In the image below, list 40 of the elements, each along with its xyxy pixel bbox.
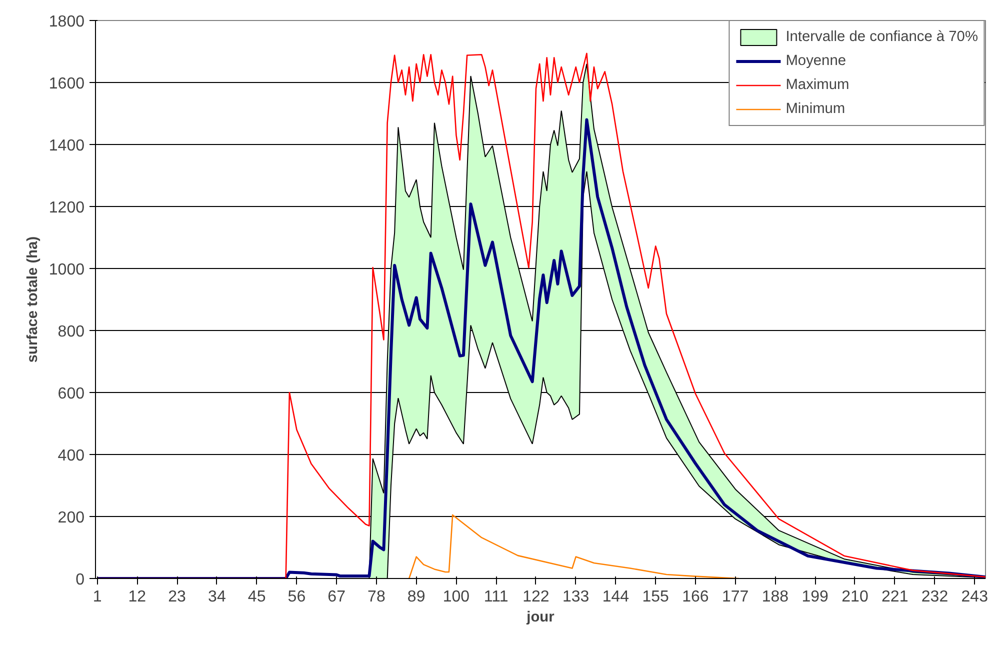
x-axis-title: jour [526,610,555,626]
y-tick-label: 200 [58,510,85,526]
x-tick-label: 12 [128,588,146,606]
y-tick-label: 600 [58,386,85,402]
legend-label: Maximum [786,77,850,93]
x-tick-label: 34 [208,588,226,606]
y-tick-label: 1400 [48,138,85,154]
x-tick-label: 56 [288,588,306,606]
x-tick-label: 1 [92,588,102,606]
x-tick-label: 166 [682,588,709,606]
x-tick-label: 100 [442,588,470,606]
x-tick-label: 78 [368,588,386,606]
x-tick-label: 45 [248,588,266,606]
x-tick-label: 177 [722,588,749,606]
y-axis-title: surface totale (ha) [24,236,41,363]
x-tick-label: 89 [407,588,426,606]
x-tick-label: 111 [484,588,508,606]
x-tick-label: 155 [642,588,670,606]
legend-label: Intervalle de confiance à 70% [786,29,978,45]
y-tick-label: 1000 [48,262,85,278]
x-tick-label: 67 [328,588,346,606]
x-tick-label: 243 [961,588,988,606]
x-tick-label: 221 [882,588,908,606]
legend-label: Moyenne [786,53,846,69]
x-tick-label: 210 [842,588,868,606]
y-tick-label: 800 [58,324,85,340]
y-tick-label: 1800 [48,14,85,30]
line-series [408,514,740,578]
x-tick-label: 232 [921,588,948,606]
y-tick-label: 0 [76,572,85,588]
legend-label: Minimum [786,101,846,117]
x-tick-label: 133 [562,588,590,606]
x-tick-label: 144 [602,588,630,606]
y-tick-label: 400 [58,448,85,464]
x-tick-label: 199 [802,588,829,606]
y-tick-label: 1200 [48,200,85,216]
x-tick-label: 23 [168,588,186,606]
x-tick-label: 122 [522,588,550,606]
x-tick-label: 188 [762,588,789,606]
y-tick-label: 1600 [48,76,85,92]
